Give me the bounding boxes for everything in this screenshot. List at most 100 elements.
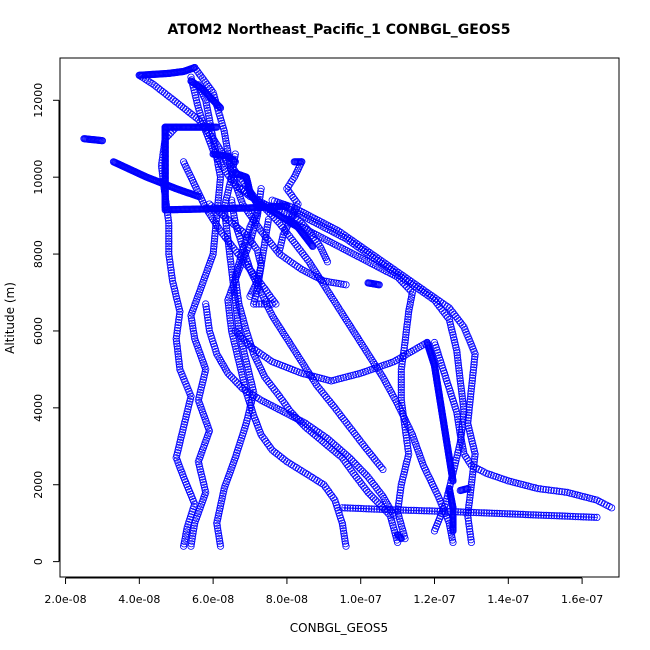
data-point: [406, 300, 414, 309]
data-point: [209, 247, 217, 256]
data-point: [167, 266, 175, 274]
data-point: [399, 412, 408, 420]
data-point: [333, 443, 342, 451]
data-point: [210, 240, 218, 248]
data-point: [405, 349, 413, 357]
data-point: [165, 237, 173, 245]
data-point: [168, 274, 176, 282]
data-point: [547, 486, 555, 494]
data-point: [563, 488, 571, 496]
data-point: [397, 386, 405, 394]
data-point: [239, 373, 247, 381]
data-point: [233, 329, 241, 337]
y-tick-label: 10000: [32, 160, 45, 195]
data-point: [455, 369, 463, 377]
data-point: [471, 450, 479, 458]
data-point: [458, 392, 466, 400]
data-point: [224, 189, 232, 197]
data-point: [449, 527, 457, 535]
data-point: [261, 233, 270, 241]
data-point: [402, 460, 410, 468]
data-point: [248, 383, 257, 391]
data-point: [375, 281, 383, 289]
data-point: [468, 376, 476, 385]
data-point: [447, 323, 455, 331]
data-point: [369, 494, 378, 502]
data-point: [214, 196, 222, 204]
data-point: [230, 212, 238, 220]
data-point: [215, 354, 223, 362]
data-point: [403, 323, 411, 331]
data-point: [214, 101, 222, 110]
data-point: [466, 493, 474, 502]
data-point: [410, 346, 418, 354]
data-point: [230, 157, 239, 165]
data-point: [455, 425, 464, 434]
data-point: [237, 365, 245, 373]
data-point: [561, 488, 569, 496]
data-point: [217, 499, 225, 507]
data-point: [185, 400, 193, 408]
data-point: [205, 114, 213, 122]
data-point: [240, 347, 248, 356]
data-point: [355, 463, 363, 471]
data-point: [278, 236, 286, 244]
data-point: [192, 96, 201, 104]
data-point: [460, 405, 468, 413]
data-point: [242, 358, 250, 366]
data-point: [211, 232, 219, 240]
data-point: [187, 540, 195, 548]
data-point: [239, 376, 247, 384]
data-point: [218, 161, 226, 169]
data-point: [260, 244, 268, 252]
data-point: [246, 292, 254, 300]
data-point: [225, 183, 233, 191]
data-point: [183, 525, 191, 534]
data-point: [216, 504, 224, 512]
data-point: [203, 104, 211, 112]
data-point: [446, 320, 455, 329]
x-axis: 2.0e-08 4.0e-08 6.0e-08 8.0e-08 1.0e-07 1.2e-…: [44, 577, 603, 606]
data-point: [230, 157, 238, 165]
data-point: [220, 127, 228, 135]
data-point: [204, 316, 212, 324]
data-point: [246, 342, 254, 350]
data-point: [341, 534, 349, 543]
data-point: [457, 382, 465, 390]
data-point: [457, 435, 465, 444]
data-point: [465, 522, 473, 530]
data-point: [238, 370, 246, 379]
data-point: [165, 242, 173, 250]
data-point: [453, 354, 462, 362]
data-point: [468, 379, 476, 387]
data-point: [194, 396, 202, 404]
dense-segment-13: [423, 338, 457, 485]
data-point: [395, 515, 404, 523]
data-point: [403, 283, 411, 291]
data-point: [175, 316, 183, 324]
data-point: [173, 326, 181, 335]
data-point: [253, 246, 261, 254]
data-point: [188, 537, 196, 545]
data-point: [234, 292, 242, 300]
data-point: [259, 249, 267, 257]
x-tick-label: 8.0e-08: [266, 593, 308, 606]
data-point: [226, 253, 234, 261]
data-point: [202, 300, 210, 308]
data-point: [247, 376, 255, 384]
data-point: [199, 378, 207, 386]
data-point: [516, 480, 525, 488]
data-point: [201, 486, 209, 494]
data-point: [337, 280, 345, 288]
data-point: [234, 352, 242, 361]
data-point: [263, 226, 271, 234]
data-point: [216, 171, 224, 179]
data-point: [232, 345, 240, 353]
data-point: [451, 341, 459, 349]
data-point: [402, 331, 410, 339]
data-point: [452, 343, 460, 352]
data-point: [205, 324, 213, 332]
data-point: [401, 336, 409, 344]
